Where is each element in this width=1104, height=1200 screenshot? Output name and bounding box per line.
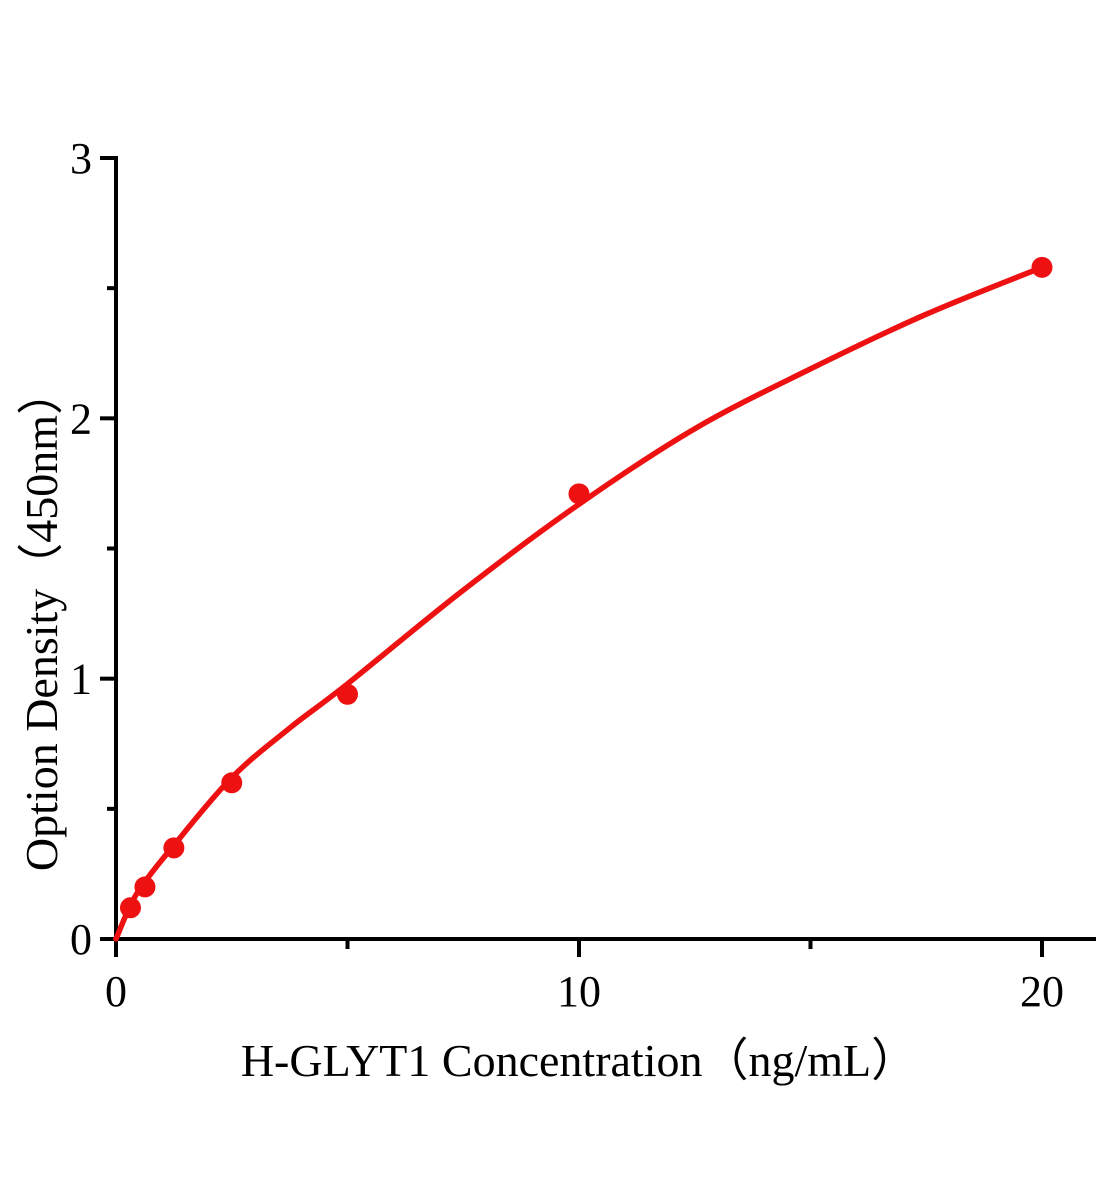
data-point [221,772,243,794]
y-tick-label: 2 [70,394,92,443]
x-axis-title: H-GLYT1 Concentration（ng/mL） [240,1035,918,1086]
x-tick-label: 20 [1020,967,1064,1016]
data-point [337,683,358,705]
x-tick-label: 0 [105,967,127,1016]
data-point [134,876,156,898]
y-axis-title: Option Density（450nm） [16,368,67,872]
data-point [163,837,185,859]
y-tick-label: 0 [70,915,92,964]
fit-curve [113,264,1045,942]
y-tick-label: 3 [70,134,92,183]
y-tick-label: 1 [70,655,92,704]
data-point [119,897,141,919]
data-point [1031,256,1053,278]
data-point [568,483,590,505]
x-tick-label: 10 [557,967,601,1016]
